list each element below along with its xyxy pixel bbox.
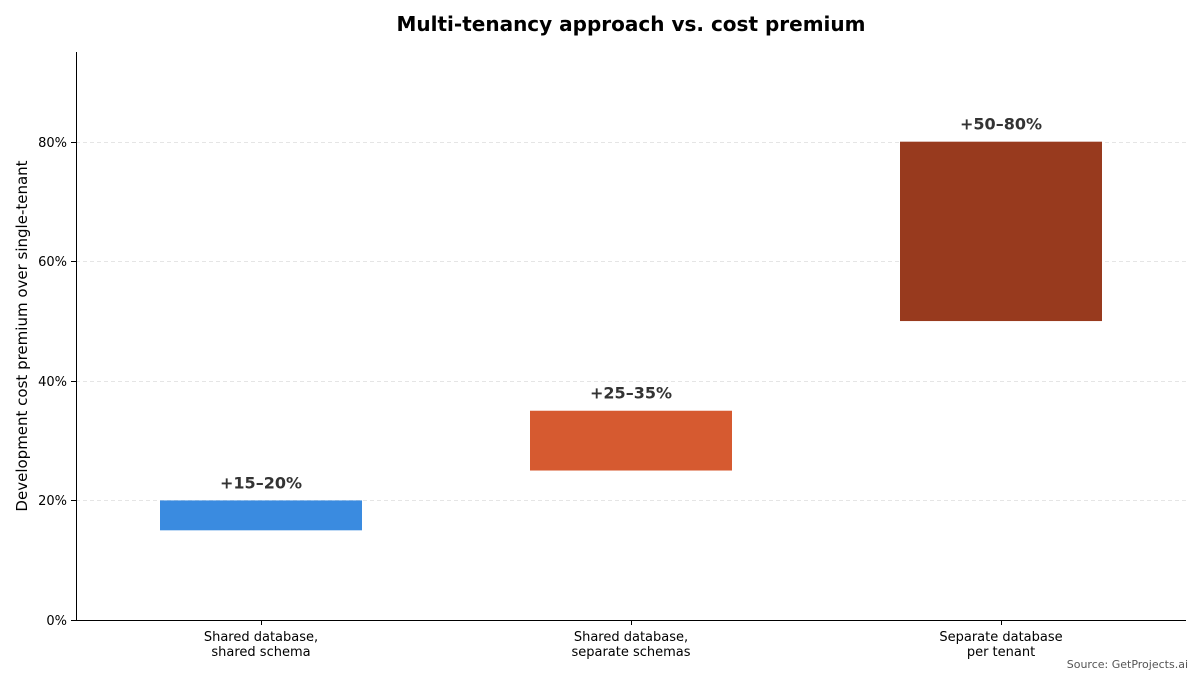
bar-value-label: +50–80% — [960, 115, 1042, 134]
data-labels: +15–20% +25–35% +50–80% — [220, 115, 1042, 493]
x-tick-label: Shared database, — [574, 630, 688, 645]
y-tick-label: 20% — [38, 494, 67, 509]
axes — [76, 52, 1186, 621]
bar — [900, 141, 1102, 322]
x-tick-label: Shared database, — [204, 630, 318, 645]
x-tick-label: shared schema — [211, 645, 310, 660]
bar-value-label: +15–20% — [220, 473, 302, 492]
y-ticks: 0% 20% 40% 60% 80% — [38, 136, 76, 629]
bars — [160, 141, 1102, 531]
y-axis-label: Development cost premium over single-ten… — [13, 160, 31, 511]
x-tick-label: per tenant — [967, 645, 1035, 660]
y-tick-label: 80% — [38, 136, 67, 151]
x-tick-label: Separate database — [939, 630, 1062, 645]
y-tick-label: 40% — [38, 375, 67, 390]
x-tick-label: separate schemas — [571, 645, 690, 660]
bar-value-label: +25–35% — [590, 384, 672, 403]
bar — [160, 500, 362, 531]
source-note: Source: GetProjects.ai — [1067, 658, 1188, 671]
bar — [530, 410, 732, 471]
y-tick-label: 0% — [46, 614, 67, 629]
chart-title: Multi-tenancy approach vs. cost premium — [397, 12, 866, 36]
y-tick-label: 60% — [38, 255, 67, 270]
